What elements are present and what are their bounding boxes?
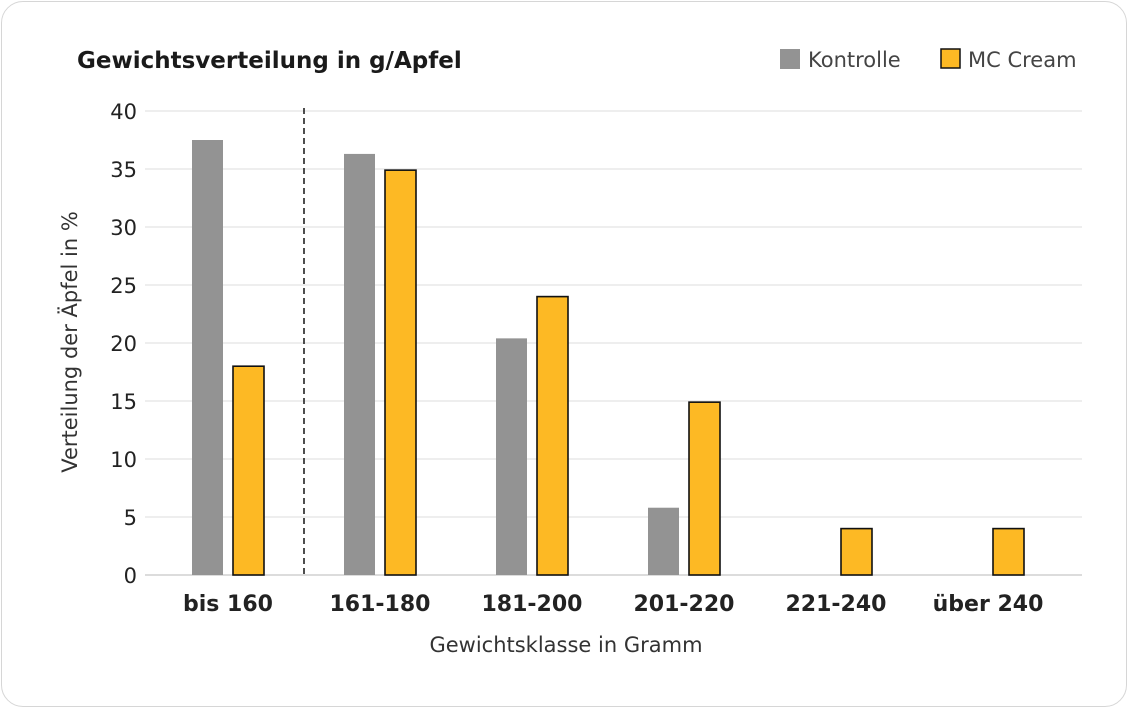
bar-kontrolle — [648, 507, 679, 575]
legend-label-mc-cream: MC Cream — [968, 48, 1077, 72]
y-tick-label: 5 — [124, 506, 137, 530]
legend-swatch-mc-cream — [940, 48, 961, 69]
y-tick-label: 0 — [124, 564, 137, 588]
y-axis-ticks: 0 5 10 15 20 25 30 35 40 — [110, 100, 137, 588]
bar-mc-cream — [536, 295, 569, 576]
y-axis-label: Verteilung der Äpfel in % — [57, 211, 82, 473]
x-tick-label: 161-180 — [330, 592, 431, 617]
bar-kontrolle — [192, 140, 223, 575]
bar-mc-cream — [992, 527, 1025, 576]
x-tick-label: bis 160 — [183, 592, 273, 617]
bars — [192, 140, 1025, 576]
legend: Kontrolle MC Cream — [780, 48, 1077, 72]
bar-mc-cream — [232, 365, 265, 576]
chart-title: Gewichtsverteilung in g/Apfel — [77, 48, 462, 74]
y-tick-label: 35 — [110, 158, 137, 182]
gridlines — [145, 110, 1082, 576]
x-axis-label: Gewichtsklasse in Gramm — [429, 633, 702, 657]
legend-label-kontrolle: Kontrolle — [808, 48, 901, 72]
y-tick-label: 25 — [110, 274, 137, 298]
y-tick-label: 20 — [110, 332, 137, 356]
y-tick-label: 15 — [110, 390, 137, 414]
y-tick-label: 30 — [110, 216, 137, 240]
x-tick-label: 221-240 — [786, 592, 887, 617]
y-tick-label: 10 — [110, 448, 137, 472]
bar-kontrolle — [344, 153, 375, 576]
x-axis-ticks: bis 160 161-180 181-200 201-220 221-240 über … — [183, 592, 1043, 617]
bar-mc-cream — [384, 169, 417, 576]
y-tick-label: 40 — [110, 100, 137, 124]
legend-swatch-kontrolle — [780, 49, 800, 69]
bar-kontrolle — [496, 338, 527, 575]
x-tick-label: über 240 — [933, 592, 1044, 617]
x-tick-label: 181-200 — [482, 592, 583, 617]
x-tick-label: 201-220 — [634, 592, 735, 617]
bar-mc-cream — [840, 527, 873, 576]
bar-mc-cream — [688, 401, 721, 576]
